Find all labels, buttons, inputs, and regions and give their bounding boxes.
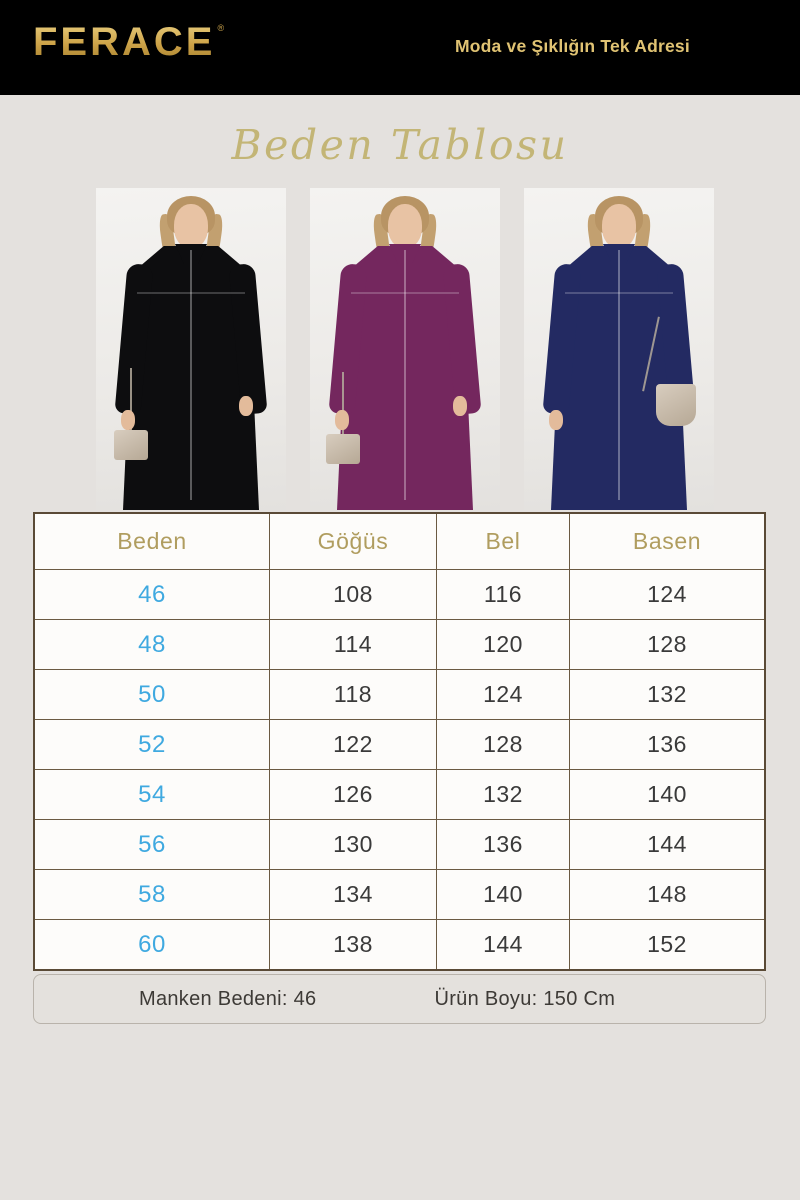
yoke-seam — [137, 292, 245, 294]
brand-logo-text: FERACE — [33, 20, 216, 64]
yoke-seam — [351, 292, 459, 294]
cell-beden: 54 — [35, 770, 270, 819]
cell-bel: 116 — [437, 570, 570, 619]
table-row: 46 108 116 124 — [35, 570, 764, 620]
cell-bel: 128 — [437, 720, 570, 769]
handbag — [656, 384, 696, 426]
collar — [389, 244, 421, 264]
handbag — [114, 430, 148, 460]
cell-beden: 52 — [35, 720, 270, 769]
collar — [175, 244, 207, 264]
cell-gogus: 126 — [270, 770, 437, 819]
product-info-box: Manken Bedeni: 46 Ürün Boyu: 150 Cm — [33, 974, 766, 1024]
handbag — [326, 434, 360, 464]
brand-header-bar: FERACE ® Moda ve Şıklığın Tek Adresi — [0, 0, 800, 95]
yoke-seam — [565, 292, 673, 294]
brand-tagline: Moda ve Şıklığın Tek Adresi — [455, 36, 690, 56]
table-row: 60 138 144 152 — [35, 920, 764, 969]
zipper — [618, 250, 620, 500]
hand-right — [239, 396, 253, 416]
urun-boyu-label: Ürün Boyu: 150 Cm — [434, 987, 616, 1010]
table-row: 50 118 124 132 — [35, 670, 764, 720]
head — [602, 204, 636, 248]
cell-gogus: 114 — [270, 620, 437, 669]
column-header-bel: Bel — [437, 514, 570, 569]
table-row: 48 114 120 128 — [35, 620, 764, 670]
model-photo-purple[interactable] — [310, 188, 500, 510]
collar — [603, 244, 635, 264]
column-header-basen: Basen — [632, 528, 702, 554]
hand-left — [121, 410, 135, 430]
table-row: 54 126 132 140 — [35, 770, 764, 820]
cell-bel: 124 — [437, 670, 570, 719]
brand-logo[interactable]: FERACE ® — [33, 22, 224, 62]
table-row: 52 122 128 136 — [35, 720, 764, 770]
manken-bedeni-label: Manken Bedeni: 46 — [139, 987, 317, 1010]
cell-beden: 60 — [35, 920, 270, 969]
cell-bel: 120 — [437, 620, 570, 669]
cell-basen: 144 — [647, 831, 687, 857]
model-photo-navy[interactable] — [524, 188, 714, 510]
cell-gogus: 130 — [270, 820, 437, 869]
cell-basen: 148 — [647, 881, 687, 907]
zipper — [404, 250, 406, 500]
column-header-gogus: Göğüs — [270, 514, 437, 569]
hand-left — [549, 410, 563, 430]
cell-gogus: 138 — [270, 920, 437, 969]
registered-trademark-icon: ® — [217, 23, 225, 33]
model-photo-gallery — [96, 188, 716, 510]
zipper — [190, 250, 192, 500]
cell-basen: 136 — [647, 731, 687, 757]
cell-basen: 128 — [647, 631, 687, 657]
cell-bel: 136 — [437, 820, 570, 869]
cell-gogus: 122 — [270, 720, 437, 769]
hand-left — [335, 410, 349, 430]
cell-beden: 50 — [35, 670, 270, 719]
cell-gogus: 108 — [270, 570, 437, 619]
cell-bel: 144 — [437, 920, 570, 969]
cell-beden: 58 — [35, 870, 270, 919]
model-figure — [96, 188, 286, 510]
cell-basen: 152 — [647, 931, 687, 957]
hand-right — [453, 396, 467, 416]
column-header-beden: Beden — [35, 514, 270, 569]
model-figure — [310, 188, 500, 510]
head — [388, 204, 422, 248]
model-photo-black[interactable] — [96, 188, 286, 510]
table-header-row: Beden Göğüs Bel Basen — [35, 514, 764, 570]
table-row: 56 130 136 144 — [35, 820, 764, 870]
cell-basen: 140 — [647, 781, 687, 807]
cell-bel: 132 — [437, 770, 570, 819]
size-chart-table: Beden Göğüs Bel Basen 46 108 116 124 48 … — [33, 512, 766, 971]
table-row: 58 134 140 148 — [35, 870, 764, 920]
cell-gogus: 118 — [270, 670, 437, 719]
head — [174, 204, 208, 248]
cell-bel: 140 — [437, 870, 570, 919]
bag-strap — [342, 372, 344, 442]
cell-gogus: 134 — [270, 870, 437, 919]
cell-basen: 132 — [647, 681, 687, 707]
page-title: Beden Tablosu — [231, 121, 569, 169]
bag-strap — [130, 368, 132, 438]
cell-beden: 56 — [35, 820, 270, 869]
model-figure — [524, 188, 714, 510]
cell-beden: 46 — [35, 570, 270, 619]
cell-basen: 124 — [647, 581, 687, 607]
cell-beden: 48 — [35, 620, 270, 669]
